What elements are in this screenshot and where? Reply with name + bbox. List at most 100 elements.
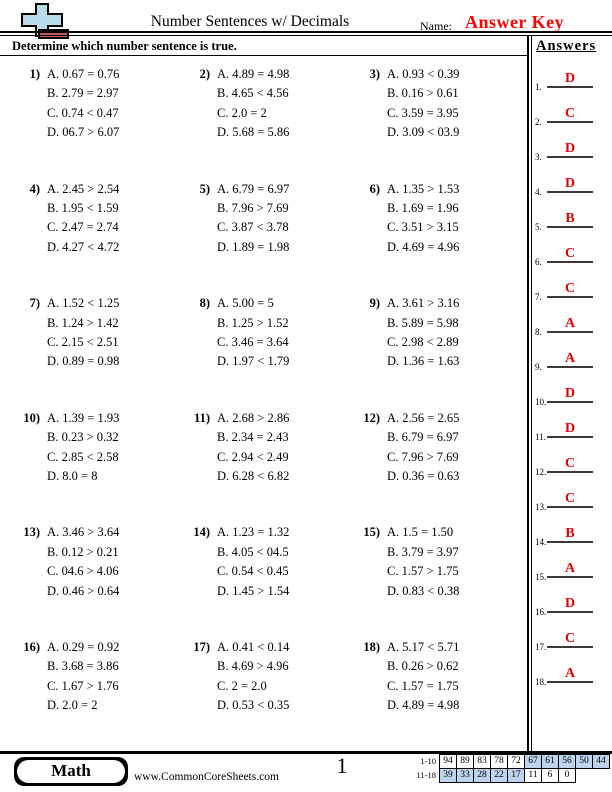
option-a: A. 3.46 > 3.64 — [47, 525, 120, 540]
option-b: B. 1.69 = 1.96 — [387, 201, 459, 215]
score-row-label: 1-10 — [420, 756, 436, 766]
answer-entry-7: 7. C — [527, 272, 612, 307]
score-cell: 56 — [558, 754, 576, 769]
score-cell: 67 — [524, 754, 542, 769]
answer-letter: C — [564, 106, 576, 121]
problem-2: 2) A. 4.89 = 4.98 B. 4.65 < 4.56 C. 2.0 … — [184, 65, 354, 180]
problem-number: 15) — [363, 525, 380, 540]
option-b: B. 0.16 > 0.61 — [387, 86, 459, 101]
option-c: C. 2.98 < 2.89 — [387, 335, 459, 349]
worksheet-title: Number Sentences w/ Decimals — [150, 13, 350, 30]
option-c: C. 04.6 > 4.06 — [47, 564, 119, 579]
answer-number: 4. — [535, 187, 542, 197]
answer-blank: A — [547, 663, 593, 683]
option-d: D. 4.69 = 4.96 — [387, 239, 460, 254]
answer-blank: B — [547, 523, 593, 543]
option-a: A. 2.56 = 2.65 — [387, 410, 460, 425]
option-d: D. 0.83 < 0.38 — [387, 583, 460, 598]
problem-6: 6) A. 1.35 > 1.53 B. 1.69 = 1.96 C. 3.51… — [354, 180, 541, 295]
answer-entry-2: 2. C — [527, 97, 612, 132]
option-c: C. 2 = 2.0 — [217, 678, 267, 693]
footer-divider — [0, 751, 612, 754]
problem-number: 9) — [369, 296, 380, 311]
score-cell: 50 — [575, 754, 593, 769]
option-b: B. 6.79 = 6.97 — [387, 430, 459, 445]
score-cell: 33 — [456, 768, 474, 783]
score-table: 1-10 94 89 83 78 72 67 61 56 50 44 11-18… — [408, 754, 610, 783]
option-c: C. 0.74 < 0.47 — [47, 105, 119, 120]
answer-number: 9. — [535, 362, 542, 372]
answer-number: 8. — [535, 327, 542, 337]
score-row-11-18: 11-18 39 33 28 22 17 11 6 0 — [408, 768, 610, 783]
answer-number: 12. — [535, 467, 547, 477]
score-row-1-10: 1-10 94 89 83 78 72 67 61 56 50 44 — [408, 754, 610, 769]
answer-number: 6. — [535, 257, 542, 267]
answer-entry-14: 14. B — [527, 517, 612, 552]
answer-blank: B — [547, 208, 593, 228]
problem-3: 3) A. 0.93 < 0.39 B. 0.16 > 0.61 C. 3.59… — [354, 65, 541, 180]
option-a: A. 3.61 > 3.16 — [387, 296, 460, 311]
problem-number: 11) — [194, 410, 210, 425]
answer-letter: A — [564, 316, 576, 331]
problem-9: 9) A. 3.61 > 3.16 B. 5.89 = 5.98 C. 2.98… — [354, 294, 541, 409]
option-d: D. 0.53 < 0.35 — [217, 698, 290, 713]
answer-number: 15. — [535, 572, 547, 582]
option-d: D. 3.09 < 03.9 — [387, 125, 460, 140]
answer-letter: B — [565, 211, 575, 226]
option-a: A. 1.52 < 1.25 — [47, 296, 120, 311]
option-c: C. 3.59 = 3.95 — [387, 105, 459, 120]
answer-blank: D — [547, 383, 593, 403]
problem-12: 12) A. 2.56 = 2.65 B. 6.79 = 6.97 C. 7.9… — [354, 409, 541, 524]
website-text: www.CommonCoreSheets.com — [134, 771, 279, 783]
option-c: C. 2.0 = 2 — [217, 105, 267, 120]
option-d: D. 0.89 = 0.98 — [47, 354, 120, 369]
option-a: A. 1.39 = 1.93 — [47, 410, 120, 425]
option-a: A. 1.23 = 1.32 — [217, 525, 290, 540]
answer-letter: C — [564, 631, 576, 646]
score-cell: 78 — [490, 754, 508, 769]
answers-list: 1. D 2. C 3. D 4. D 5. B 6. C — [527, 62, 612, 692]
answer-number: 1. — [535, 82, 542, 92]
problem-16: 16) A. 0.29 = 0.92 B. 3.68 = 3.86 C. 1.6… — [14, 638, 184, 753]
answer-number: 13. — [535, 502, 547, 512]
problem-number: 13) — [23, 525, 40, 540]
score-cell: 61 — [541, 754, 559, 769]
problem-number: 4) — [29, 181, 40, 196]
option-a: A. 0.67 = 0.76 — [47, 67, 120, 81]
answer-entry-6: 6. C — [527, 237, 612, 272]
answer-blank: A — [547, 558, 593, 578]
option-d: D. 0.46 > 0.64 — [47, 583, 120, 598]
answer-blank: A — [547, 313, 593, 333]
answer-number: 18. — [535, 677, 547, 687]
answer-entry-15: 15. A — [527, 552, 612, 587]
answer-entry-8: 8. A — [527, 307, 612, 342]
answer-entry-13: 13. C — [527, 482, 612, 517]
option-b: B. 1.24 > 1.42 — [47, 315, 119, 330]
score-cell: 11 — [524, 768, 542, 783]
option-c: C. 3.51 > 3.15 — [387, 220, 459, 235]
answer-entry-16: 16. D — [527, 587, 612, 622]
answer-number: 16. — [535, 607, 547, 617]
option-c: C. 2.47 = 2.74 — [47, 220, 119, 235]
answer-letter: C — [564, 246, 576, 261]
page-number: 1 — [336, 753, 348, 778]
score-cell: 39 — [439, 768, 457, 783]
problem-number: 18) — [363, 639, 380, 654]
answer-key-label: Answer Key — [465, 12, 565, 32]
answer-letter: D — [564, 596, 576, 611]
option-d: D. 1.89 = 1.98 — [217, 239, 290, 254]
answer-letter: D — [564, 176, 576, 191]
score-cell: 83 — [473, 754, 491, 769]
option-b: B. 4.69 > 4.96 — [217, 659, 289, 674]
answer-entry-1: 1. D — [527, 62, 612, 97]
answer-blank: D — [547, 173, 593, 193]
score-row-label: 11-18 — [416, 770, 436, 780]
option-c: C. 7.96 > 7.69 — [387, 449, 459, 464]
problem-15: 15) A. 1.5 = 1.50 B. 3.79 = 3.97 C. 1.57… — [354, 523, 541, 638]
answer-blank: C — [547, 628, 593, 648]
score-cell: 0 — [558, 768, 576, 783]
problem-17: 17) A. 0.41 < 0.14 B. 4.69 > 4.96 C. 2 =… — [184, 638, 354, 753]
answer-entry-17: 17. C — [527, 622, 612, 657]
answer-number: 3. — [535, 152, 542, 162]
option-a: A. 2.68 > 2.86 — [217, 410, 290, 425]
